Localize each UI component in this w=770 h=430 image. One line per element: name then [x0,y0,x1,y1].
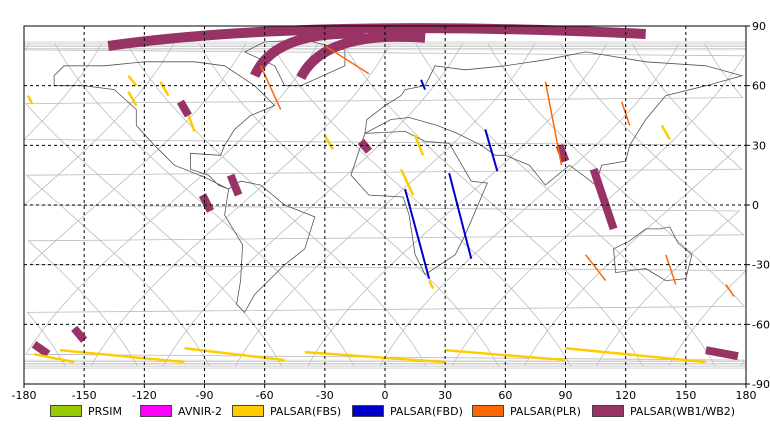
plr-strip [259,65,282,110]
wb-swath-arctic [296,31,426,81]
wb-swath [705,346,739,361]
legend-label-palsar-fbs: PALSAR(FBS) [270,404,342,418]
lon-tick-label: 120 [615,389,636,402]
continent-outline [613,226,693,282]
wb-swath [555,143,570,163]
lat-tick-label: 0 [752,199,759,212]
lon-tick-label: 90 [559,389,573,402]
legend-swatch-avnir2 [140,405,172,417]
wb-swath [31,340,51,358]
wb-swath [357,138,373,154]
legend-swatch-palsar-plr [472,405,504,417]
wb-swath [176,99,192,118]
fbs-strip [323,134,334,150]
continent-outline [53,61,276,190]
lat-tick-label: 60 [752,80,766,93]
continent-outline [350,130,488,276]
legend-swatch-palsar-fbs [232,405,264,417]
legend-item-palsar-fbs: PALSAR(FBS) [232,403,341,419]
fbd-strip [448,172,473,259]
legend-item-palsar-fbd: PALSAR(FBD) [352,403,463,419]
plr-strip [725,284,735,297]
lon-tick-label: 60 [498,389,512,402]
legend-item-prsim: PRSIM [50,403,122,419]
legend-swatch-palsar-wb [592,405,624,417]
fbs-strip [59,348,185,364]
wb-swath [198,193,215,213]
legend-label-palsar-plr: PALSAR(PLR) [510,404,581,418]
fbd-strip [404,188,431,279]
legend-item-palsar-plr: PALSAR(PLR) [472,403,581,419]
fbs-strip [565,346,707,364]
axis-ticks: -180 -150 -120 -90 -60 -30 0 30 60 90 120 150 180 90 6… [12,20,770,402]
plr-strip [324,45,370,75]
lat-tick-label: -90 [752,378,770,391]
legend-label-prsim: PRSIM [88,404,122,418]
fbs-strip [399,168,415,196]
continent-outline [224,180,316,314]
fbs-strip [127,74,138,87]
lat-tick-label: -60 [752,318,770,331]
lon-tick-label: -150 [72,389,97,402]
fbs-strip [127,91,138,107]
lon-tick-label: 180 [736,389,757,402]
legend-swatch-palsar-fbd [352,405,384,417]
wb-swath [71,325,88,343]
fbs-strip [413,134,425,156]
plr-strip [544,81,563,166]
plr-strip [620,101,631,126]
lon-tick-label: 150 [675,389,696,402]
legend-item-avnir2: AVNIR-2 [140,403,222,419]
lon-tick-label: -30 [316,389,334,402]
legend: PRSIM AVNIR-2 PALSAR(FBS) PALSAR(FBD) PA… [0,400,770,422]
fbs-strip [26,95,34,105]
graticule-grid [24,26,746,384]
legend-label-palsar-wb: PALSAR(WB1/WB2) [630,404,736,418]
lat-tick-label: 90 [752,20,766,33]
acquisition-strips [26,23,739,364]
legend-label-palsar-fbd: PALSAR(FBD) [390,404,463,418]
fbs-strip [428,280,435,290]
wb-swath [589,167,618,231]
lon-tick-label: -120 [132,389,157,402]
lat-tick-label: 30 [752,139,766,152]
lon-tick-label: -90 [196,389,214,402]
fbs-strip [184,346,285,362]
legend-label-avnir2: AVNIR-2 [178,404,222,418]
continent-outline [364,51,744,186]
fbs-strip [304,350,446,364]
fbs-strip [660,124,671,140]
wb-swath [226,173,243,197]
lon-tick-label: 0 [382,389,389,402]
lon-tick-label: -180 [12,389,37,402]
fbs-strip [445,348,566,362]
fbs-strip [33,352,75,364]
plr-strip [584,254,607,282]
legend-swatch-prsim [50,405,82,417]
fbs-strip [187,115,196,132]
lon-tick-label: 30 [438,389,452,402]
fbd-strip [420,79,427,91]
plr-strip [665,254,677,285]
lon-tick-label: -60 [256,389,274,402]
fbd-strip [484,129,499,172]
fbs-strip [159,81,170,97]
lat-tick-label: -30 [752,259,770,272]
legend-item-palsar-wb: PALSAR(WB1/WB2) [592,403,735,419]
